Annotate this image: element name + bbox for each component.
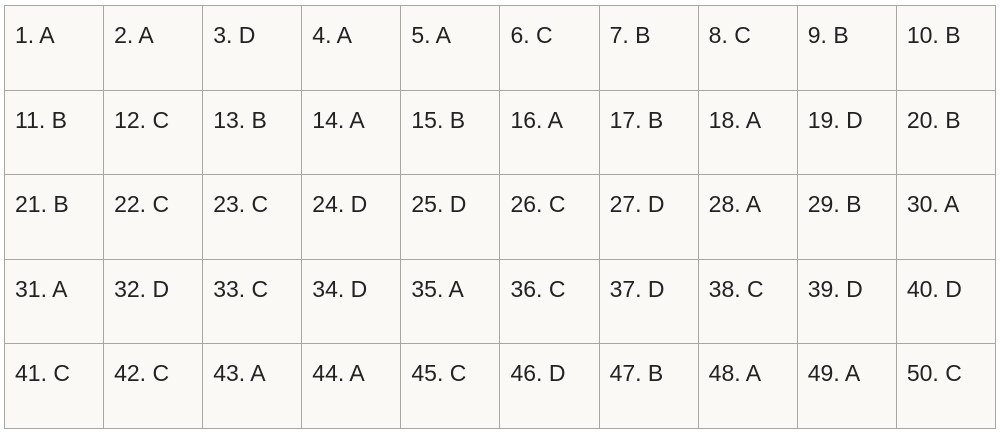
- answer-cell: 8. C: [697, 5, 798, 91]
- answer-cell: 40. D: [895, 258, 997, 345]
- answer-cell: 29. B: [796, 174, 897, 260]
- table-row: 21. B 22. C 23. C 24. D 25. D 26. C 27. D 28. A…: [3, 174, 997, 260]
- answer-cell: 33. C: [202, 258, 303, 345]
- table-row: 41. C 42. C 43. A 44. A 45. C 46. D 47. B 48. A…: [3, 343, 997, 429]
- answer-cell: 24. D: [301, 174, 402, 260]
- answer-cell: 39. D: [796, 258, 897, 345]
- answer-cell: 36. C: [499, 258, 600, 345]
- answer-cell: 30. A: [895, 174, 997, 260]
- answer-cell: 46. D: [499, 343, 600, 429]
- answer-cell: 41. C: [3, 343, 105, 429]
- answer-cell: 14. A: [301, 89, 402, 176]
- answer-cell: 13. B: [202, 89, 303, 176]
- answer-cell: 28. A: [697, 174, 798, 260]
- answer-cell: 18. A: [697, 89, 798, 176]
- answer-cell: 44. A: [301, 343, 402, 429]
- answer-cell: 6. C: [499, 5, 600, 91]
- answer-cell: 50. C: [895, 343, 997, 429]
- answer-cell: 38. C: [697, 258, 798, 345]
- answer-cell: 27. D: [598, 174, 699, 260]
- answer-cell: 43. A: [202, 343, 303, 429]
- answer-cell: 2. A: [103, 5, 204, 91]
- answer-cell: 9. B: [796, 5, 897, 91]
- answer-cell: 3. D: [202, 5, 303, 91]
- answer-cell: 49. A: [796, 343, 897, 429]
- answer-cell: 22. C: [103, 174, 204, 260]
- answer-cell: 20. B: [895, 89, 997, 176]
- answer-cell: 4. A: [301, 5, 402, 91]
- table-row: 1. A 2. A 3. D 4. A 5. A 6. C 7. B 8. C 9. B 10. …: [3, 5, 997, 91]
- answer-cell: 37. D: [598, 258, 699, 345]
- answer-cell: 26. C: [499, 174, 600, 260]
- answer-cell: 34. D: [301, 258, 402, 345]
- answer-cell: 31. A: [3, 258, 105, 345]
- answer-cell: 35. A: [400, 258, 501, 345]
- answer-cell: 5. A: [400, 5, 501, 91]
- answer-cell: 16. A: [499, 89, 600, 176]
- answer-cell: 7. B: [598, 5, 699, 91]
- table-row: 31. A 32. D 33. C 34. D 35. A 36. C 37. D 38. C…: [3, 258, 997, 345]
- answer-cell: 10. B: [895, 5, 997, 91]
- answer-cell: 19. D: [796, 89, 897, 176]
- answer-cell: 32. D: [103, 258, 204, 345]
- answer-cell: 47. B: [598, 343, 699, 429]
- table-row: 11. B 12. C 13. B 14. A 15. B 16. A 17. B 18. A…: [3, 89, 997, 176]
- answer-cell: 15. B: [400, 89, 501, 176]
- answer-cell: 1. A: [3, 5, 105, 91]
- answer-cell: 25. D: [400, 174, 501, 260]
- answer-cell: 17. B: [598, 89, 699, 176]
- answer-cell: 48. A: [697, 343, 798, 429]
- answer-cell: 12. C: [103, 89, 204, 176]
- answer-cell: 45. C: [400, 343, 501, 429]
- answer-cell: 21. B: [3, 174, 105, 260]
- answer-cell: 23. C: [202, 174, 303, 260]
- answer-cell: 11. B: [3, 89, 105, 176]
- answer-table: 1. A 2. A 3. D 4. A 5. A 6. C 7. B 8. C 9. B 10. …: [3, 5, 997, 429]
- answer-cell: 42. C: [103, 343, 204, 429]
